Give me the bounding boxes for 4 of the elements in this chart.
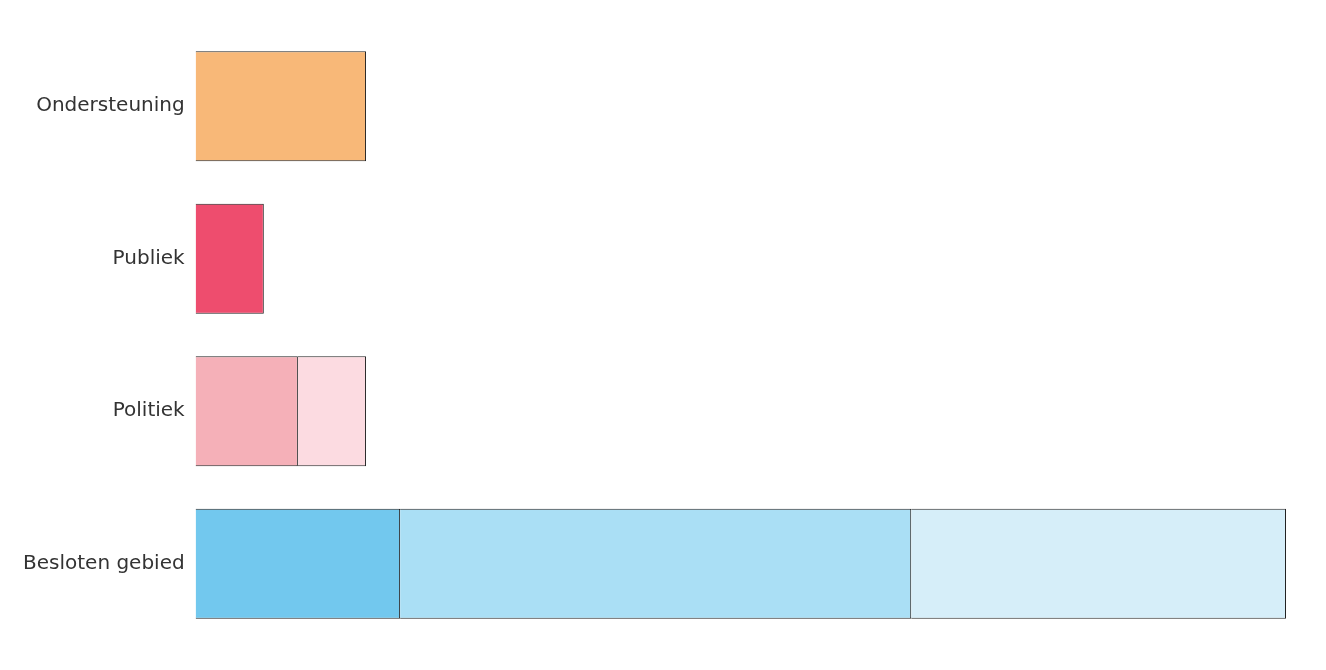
y-tick-label: Ondersteuning [36,92,185,117]
y-tick-label: Besloten gebied [23,549,185,574]
y-tick-label: Publiek [112,244,186,269]
y-tick-label: Politiek [112,397,186,422]
